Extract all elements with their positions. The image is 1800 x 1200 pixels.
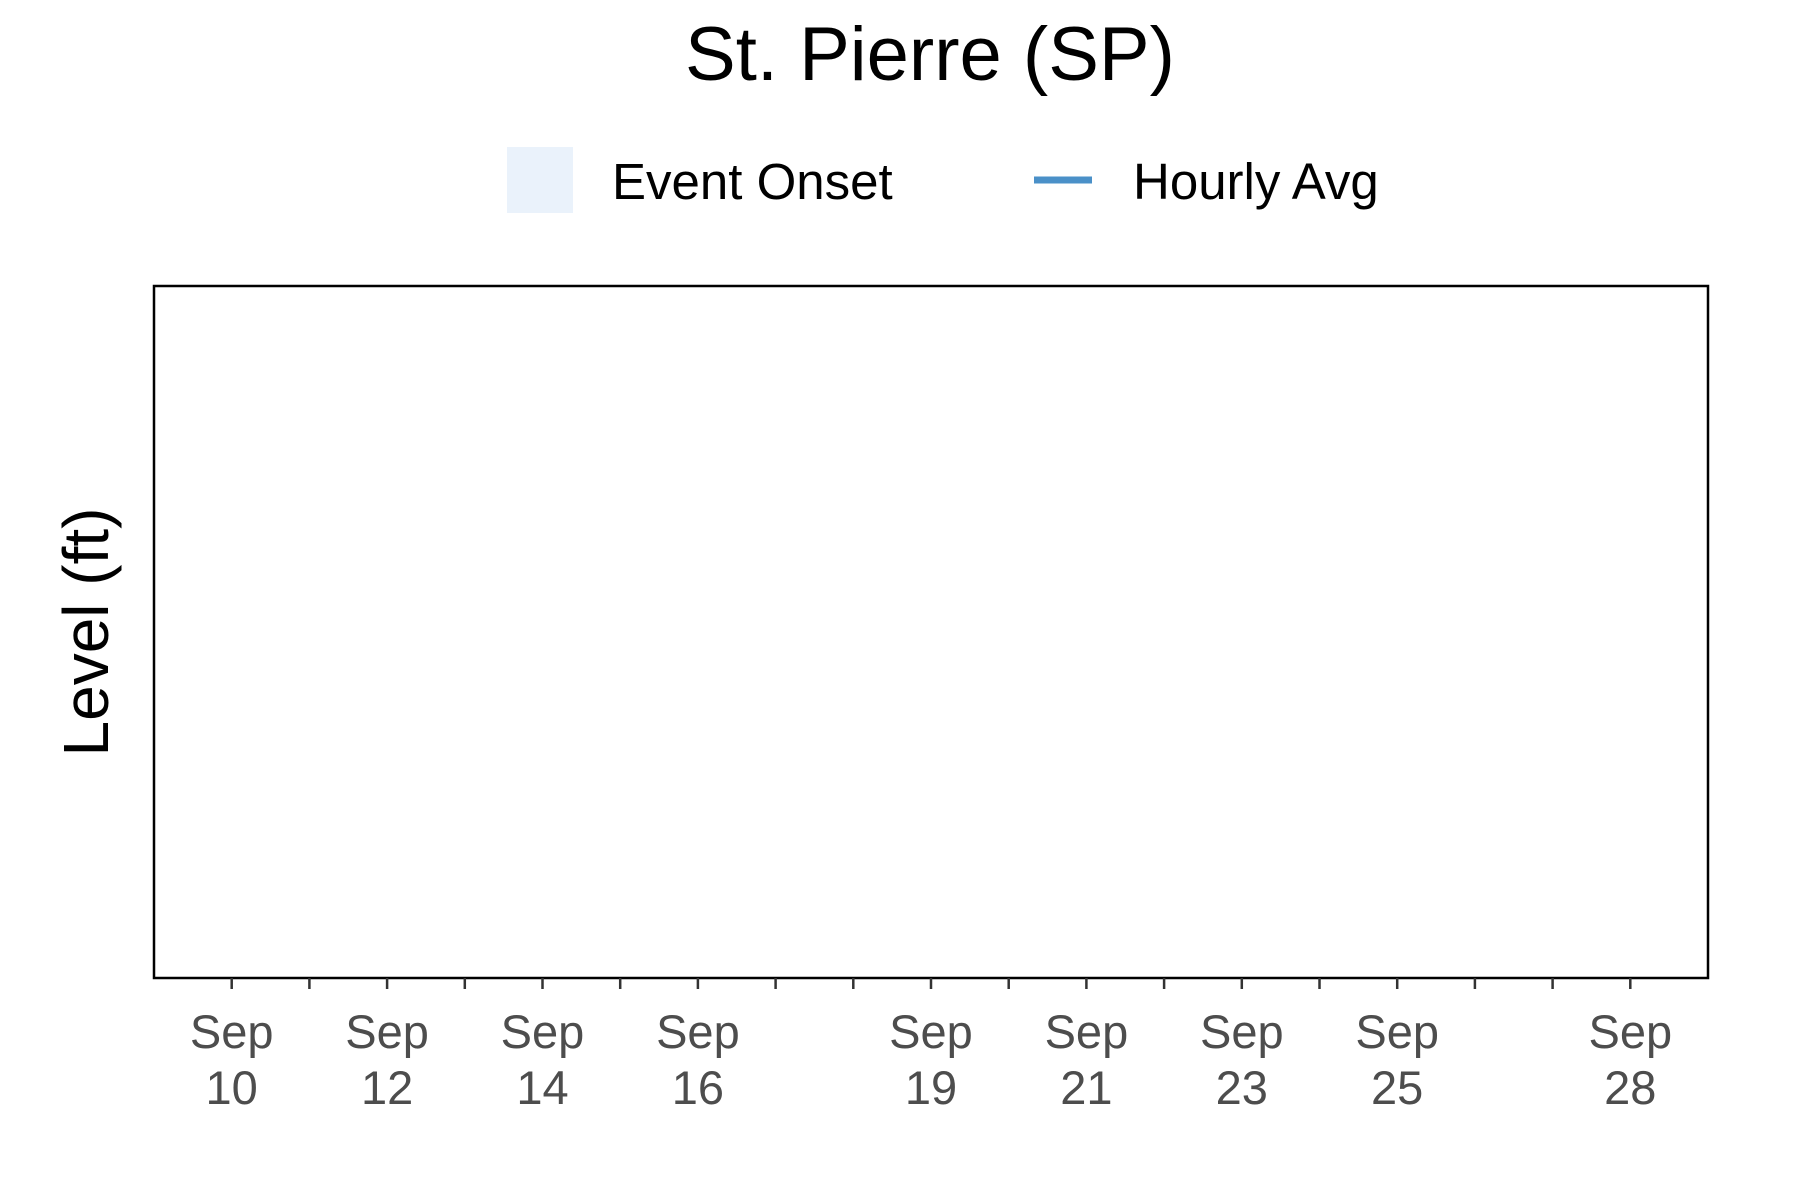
y-axis-title: Level (ft) [50, 508, 122, 757]
plot-panel [152, 284, 1710, 980]
x-tick-label: Sep 19 [889, 1005, 973, 1114]
x-tick-label: Sep 12 [345, 1005, 429, 1114]
legend-label-hourly-avg: Hourly Avg [1133, 153, 1379, 210]
x-tick-label: Sep 21 [1045, 1005, 1129, 1114]
legend: Event Onset Hourly Avg [507, 147, 1379, 213]
legend-swatch-event-onset [507, 147, 573, 213]
chart-title: St. Pierre (SP) [685, 12, 1175, 97]
legend-label-event-onset: Event Onset [612, 153, 893, 210]
x-tick-label: Sep 14 [501, 1005, 585, 1114]
x-tick-label: Sep 25 [1355, 1005, 1439, 1114]
x-tick-label: Sep 10 [190, 1005, 274, 1114]
x-tick-label: Sep 23 [1200, 1005, 1284, 1114]
x-tick-label: Sep 16 [656, 1005, 740, 1114]
x-axis: Sep 10 Sep 12 Sep 14 Sep 16 Sep 19 Sep 21 Sep 23 Sep 25… [190, 978, 1672, 1114]
x-tick-label: Sep 28 [1588, 1005, 1672, 1114]
